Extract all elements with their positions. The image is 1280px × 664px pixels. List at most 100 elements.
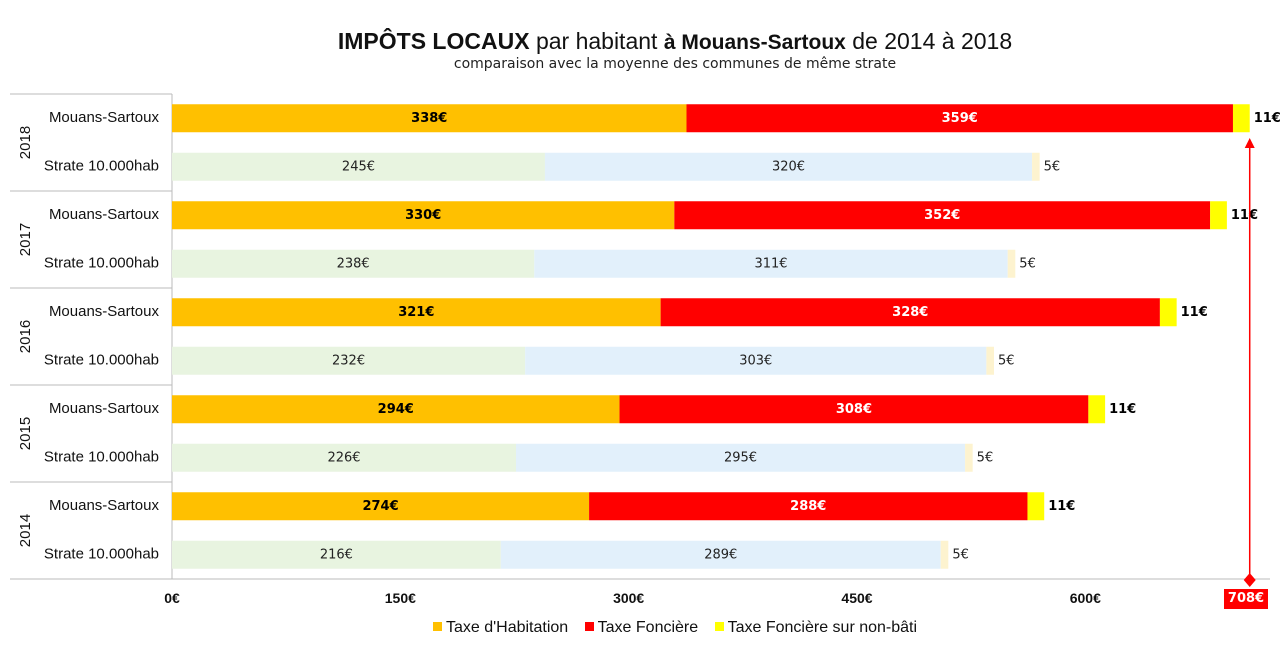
chart-legend: Taxe d'Habitation Taxe Foncière Taxe Fon… — [0, 619, 1280, 637]
data-label: 359€ — [942, 111, 978, 126]
data-label: 11€ — [1109, 402, 1136, 417]
data-label: 11€ — [1181, 305, 1208, 320]
title-part-4: de 2014 à 2018 — [852, 28, 1013, 54]
x-tick-label: 150€ — [385, 590, 416, 606]
total-marker-label: 708€ — [1224, 589, 1268, 609]
legend-swatch-nonbati — [714, 622, 724, 631]
data-label: 5€ — [1019, 256, 1036, 271]
bar-fonciere — [500, 540, 941, 569]
data-label: 308€ — [836, 402, 872, 417]
bar-nonbati — [940, 540, 949, 569]
year-label: 2016 — [17, 320, 34, 353]
data-label: 245€ — [342, 159, 375, 174]
legend-item-habitation: Taxe d'Habitation — [432, 619, 569, 637]
year-label: 2018 — [17, 126, 34, 159]
bar-fonciere — [534, 249, 1008, 278]
data-label: 5€ — [977, 450, 994, 465]
row-label: Strate 10.000hab — [44, 449, 159, 466]
data-label: 238€ — [337, 256, 370, 271]
x-tick-label: 450€ — [841, 590, 872, 606]
data-label: 232€ — [332, 353, 365, 368]
legend-label-habitation: Taxe d'Habitation — [445, 619, 569, 636]
title-part-3: à Mouans-Sartoux — [663, 31, 846, 54]
row-label: Mouans-Sartoux — [49, 206, 160, 223]
row-label: Strate 10.000hab — [44, 158, 159, 175]
bar-fonciere — [525, 346, 987, 375]
row-label: Mouans-Sartoux — [49, 303, 160, 320]
bar-fonciere — [589, 492, 1028, 521]
legend-label-fonciere: Taxe Foncière — [597, 619, 699, 636]
data-label: 330€ — [405, 208, 441, 223]
data-label: 11€ — [1231, 208, 1258, 223]
data-label: 5€ — [998, 353, 1015, 368]
chart-subtitle: comparaison avec la moyenne des communes… — [453, 56, 897, 72]
bar-fonciere — [619, 395, 1089, 424]
data-label: 311€ — [754, 256, 787, 271]
bar-habitation — [172, 298, 661, 327]
data-label: 338€ — [411, 111, 447, 126]
row-label: Mouans-Sartoux — [49, 400, 160, 417]
bar-habitation — [172, 249, 535, 278]
row-label: Mouans-Sartoux — [49, 497, 160, 514]
bar-nonbati — [1027, 492, 1045, 521]
year-label: 2014 — [17, 514, 34, 547]
data-label: 226€ — [327, 450, 360, 465]
bar-habitation — [172, 346, 526, 375]
x-tick-label: 300€ — [613, 590, 644, 606]
legend-swatch-fonciere — [584, 622, 594, 631]
legend-swatch-habitation — [432, 622, 442, 631]
data-label: 289€ — [704, 547, 737, 562]
data-label: 5€ — [952, 547, 969, 562]
data-label: 295€ — [724, 450, 757, 465]
data-label: 11€ — [1048, 499, 1075, 514]
bar-fonciere — [516, 443, 966, 472]
data-label: 274€ — [362, 499, 398, 514]
legend-item-nonbati: Taxe Foncière sur non-bâti — [714, 619, 918, 637]
bar-habitation — [172, 443, 517, 472]
bar-nonbati — [1007, 249, 1016, 278]
row-label: Mouans-Sartoux — [49, 109, 160, 126]
bar-habitation — [172, 540, 501, 569]
data-label: 303€ — [739, 353, 772, 368]
data-label: 216€ — [320, 547, 353, 562]
bar-nonbati — [1159, 298, 1177, 327]
title-part-1: IMPÔTS LOCAUX — [337, 28, 530, 54]
bar-nonbati — [1232, 104, 1250, 133]
bar-nonbati — [1032, 152, 1040, 181]
bar-nonbati — [1088, 395, 1106, 424]
year-label: 2017 — [17, 223, 34, 256]
data-label: 321€ — [398, 305, 434, 320]
total-marker-arrow — [1244, 138, 1255, 148]
legend-item-fonciere: Taxe Foncière — [584, 619, 699, 637]
data-label: 294€ — [378, 402, 414, 417]
x-tick-label: 0€ — [164, 590, 180, 606]
bar-habitation — [172, 492, 590, 521]
chart-title: IMPÔTS LOCAUX par habitant à Mouans-Sart… — [0, 28, 1280, 55]
bar-habitation — [172, 104, 687, 133]
bar-fonciere — [544, 152, 1033, 181]
bar-fonciere — [674, 201, 1211, 230]
bar-nonbati — [1210, 201, 1227, 230]
data-label: 352€ — [924, 208, 960, 223]
legend-label-nonbati: Taxe Foncière sur non-bâti — [727, 619, 918, 636]
x-tick-label: 600€ — [1070, 590, 1101, 606]
title-part-2: par habitant — [535, 28, 658, 54]
bar-habitation — [172, 395, 620, 424]
data-label: 328€ — [892, 305, 928, 320]
data-label: 5€ — [1044, 159, 1061, 174]
total-marker-diamond — [1243, 573, 1256, 587]
data-label: 320€ — [772, 159, 805, 174]
year-label: 2015 — [17, 417, 34, 450]
row-label: Strate 10.000hab — [44, 352, 159, 369]
data-label: 288€ — [790, 499, 826, 514]
row-label: Strate 10.000hab — [44, 255, 159, 272]
bar-fonciere — [660, 298, 1160, 327]
bar-nonbati — [965, 443, 973, 472]
data-label: 11€ — [1254, 111, 1280, 126]
bar-fonciere — [686, 104, 1233, 133]
bar-habitation — [172, 152, 545, 181]
bar-habitation — [172, 201, 675, 230]
row-label: Strate 10.000hab — [44, 546, 159, 563]
bar-nonbati — [986, 346, 994, 375]
